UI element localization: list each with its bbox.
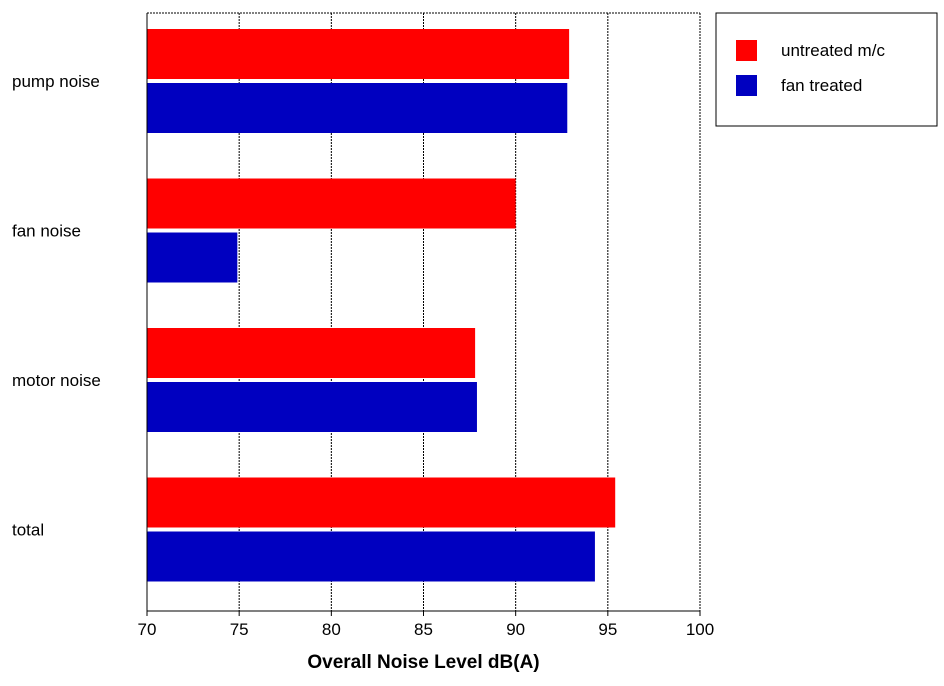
x-axis-title: Overall Noise Level dB(A) <box>307 652 539 673</box>
legend-box <box>715 12 938 127</box>
legend-swatch-1 <box>736 75 757 96</box>
bar-motor-noise-series-0 <box>147 328 476 378</box>
legend-swatch-0 <box>736 40 757 61</box>
legend-label-1: fan treated <box>781 76 862 95</box>
category-label-motor-noise: motor noise <box>12 371 101 390</box>
x-tick-label-70: 70 <box>138 620 157 639</box>
legend: untreated m/c fan treated <box>715 12 938 127</box>
bar-pump-noise-series-1 <box>147 83 568 133</box>
bar-fan-noise-series-1 <box>147 232 238 283</box>
bar-pump-noise-series-0 <box>147 29 570 79</box>
x-tick-label-80: 80 <box>322 620 341 639</box>
x-axis-ticks: 70 75 80 85 90 95 100 <box>138 611 714 639</box>
category-labels: pump noise fan noise motor noise total <box>12 72 101 540</box>
bar-total-series-1 <box>147 531 595 582</box>
bars <box>147 29 616 582</box>
category-label-total: total <box>12 521 44 540</box>
x-tick-label-95: 95 <box>598 620 617 639</box>
x-tick-label-90: 90 <box>506 620 525 639</box>
category-label-fan-noise: fan noise <box>12 222 81 241</box>
bar-fan-noise-series-0 <box>147 178 516 229</box>
x-tick-label-100: 100 <box>686 620 714 639</box>
x-tick-label-75: 75 <box>230 620 249 639</box>
legend-label-0: untreated m/c <box>781 41 885 60</box>
bar-motor-noise-series-1 <box>147 382 477 432</box>
bar-total-series-0 <box>147 477 616 528</box>
x-tick-label-85: 85 <box>414 620 433 639</box>
category-label-pump-noise: pump noise <box>12 72 100 91</box>
